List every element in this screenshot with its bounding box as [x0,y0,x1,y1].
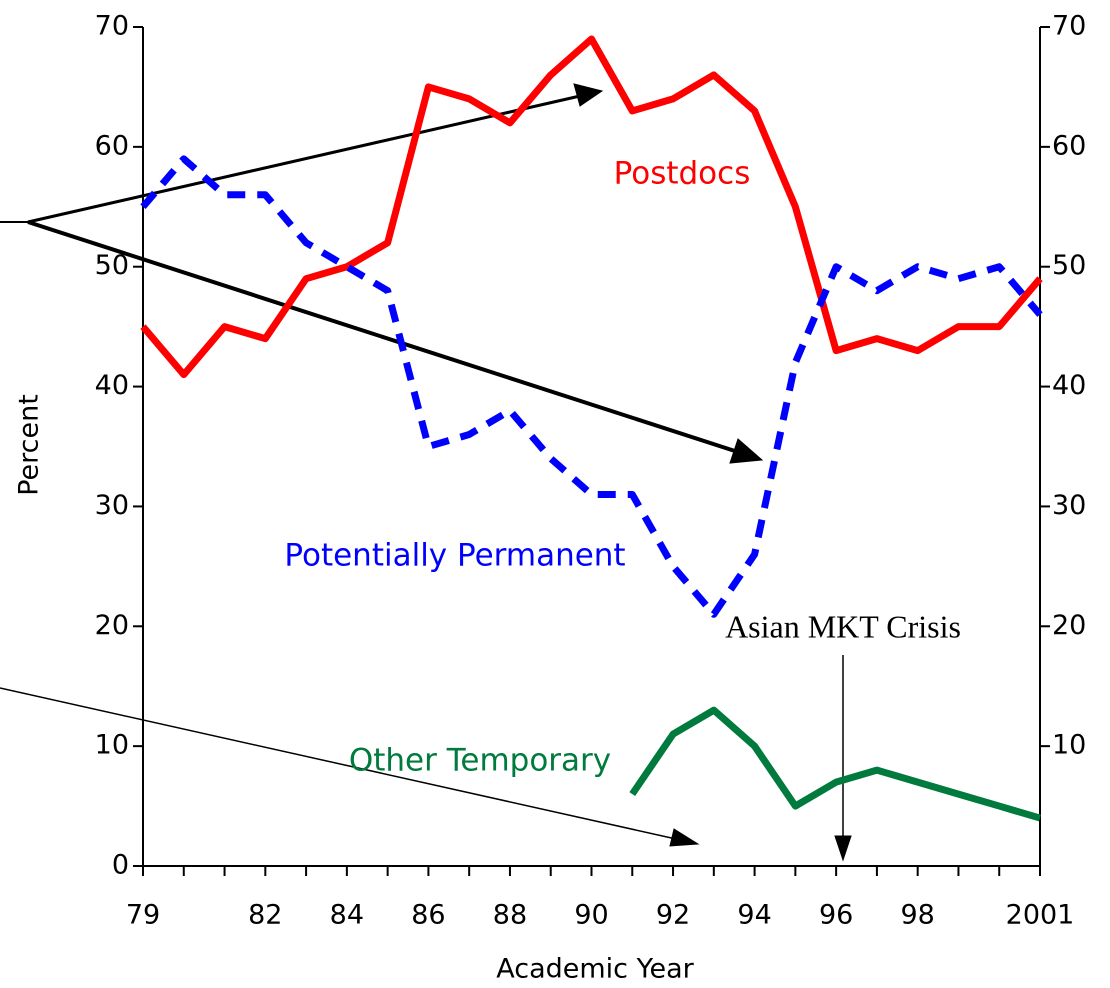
y2-tick-label: 60 [1052,130,1086,161]
annotation: Asian MKT Crisis [725,608,961,644]
y2-tick-label: 10 [1052,730,1086,761]
x-tick-label: 90 [574,900,608,931]
arrowhead [669,828,700,847]
x-tick-label: 84 [330,900,364,931]
arrowhead [834,835,852,862]
series-line [140,155,1043,618]
arrowhead [729,438,764,464]
y2-tick-label: 20 [1052,610,1086,641]
series-label: Potentially Permanent [284,538,625,574]
y2-tick-label: 30 [1052,490,1086,521]
arrow [27,94,581,224]
y2-tick-label: 70 [1052,11,1086,42]
arrowhead [573,83,604,107]
x-tick-label: 94 [737,900,771,931]
x-tick-label: 88 [493,900,527,931]
x-tick-label: 96 [819,900,853,931]
series-label: Postdocs [614,156,751,192]
y-tick-label: 60 [95,130,129,161]
y-tick-label: 50 [95,250,129,281]
arrow [27,220,739,454]
x-tick-label: 2001 [1006,900,1075,931]
series-line [140,35,1043,379]
y2-tick-label: 50 [1052,250,1086,281]
y-tick-label: 40 [95,370,129,401]
x-tick-label: 98 [901,900,935,931]
x-tick-label: 79 [126,900,160,931]
y-tick-label: 20 [95,610,129,641]
y-axis-label: Percent [14,394,45,496]
x-tick-label: 82 [248,900,282,931]
x-tick-label: 86 [411,900,445,931]
y-tick-label: 0 [112,850,129,881]
arrows [0,83,852,862]
y-tick-label: 10 [95,730,129,761]
y2-tick-label: 40 [1052,370,1086,401]
series-label: Other Temporary [349,743,611,779]
y-tick-label: 70 [95,11,129,42]
y-tick-label: 30 [95,490,129,521]
x-tick-label: 92 [656,900,690,931]
x-axis-label: Academic Year [496,954,694,985]
arrow [0,687,677,840]
series-line [629,706,1041,822]
